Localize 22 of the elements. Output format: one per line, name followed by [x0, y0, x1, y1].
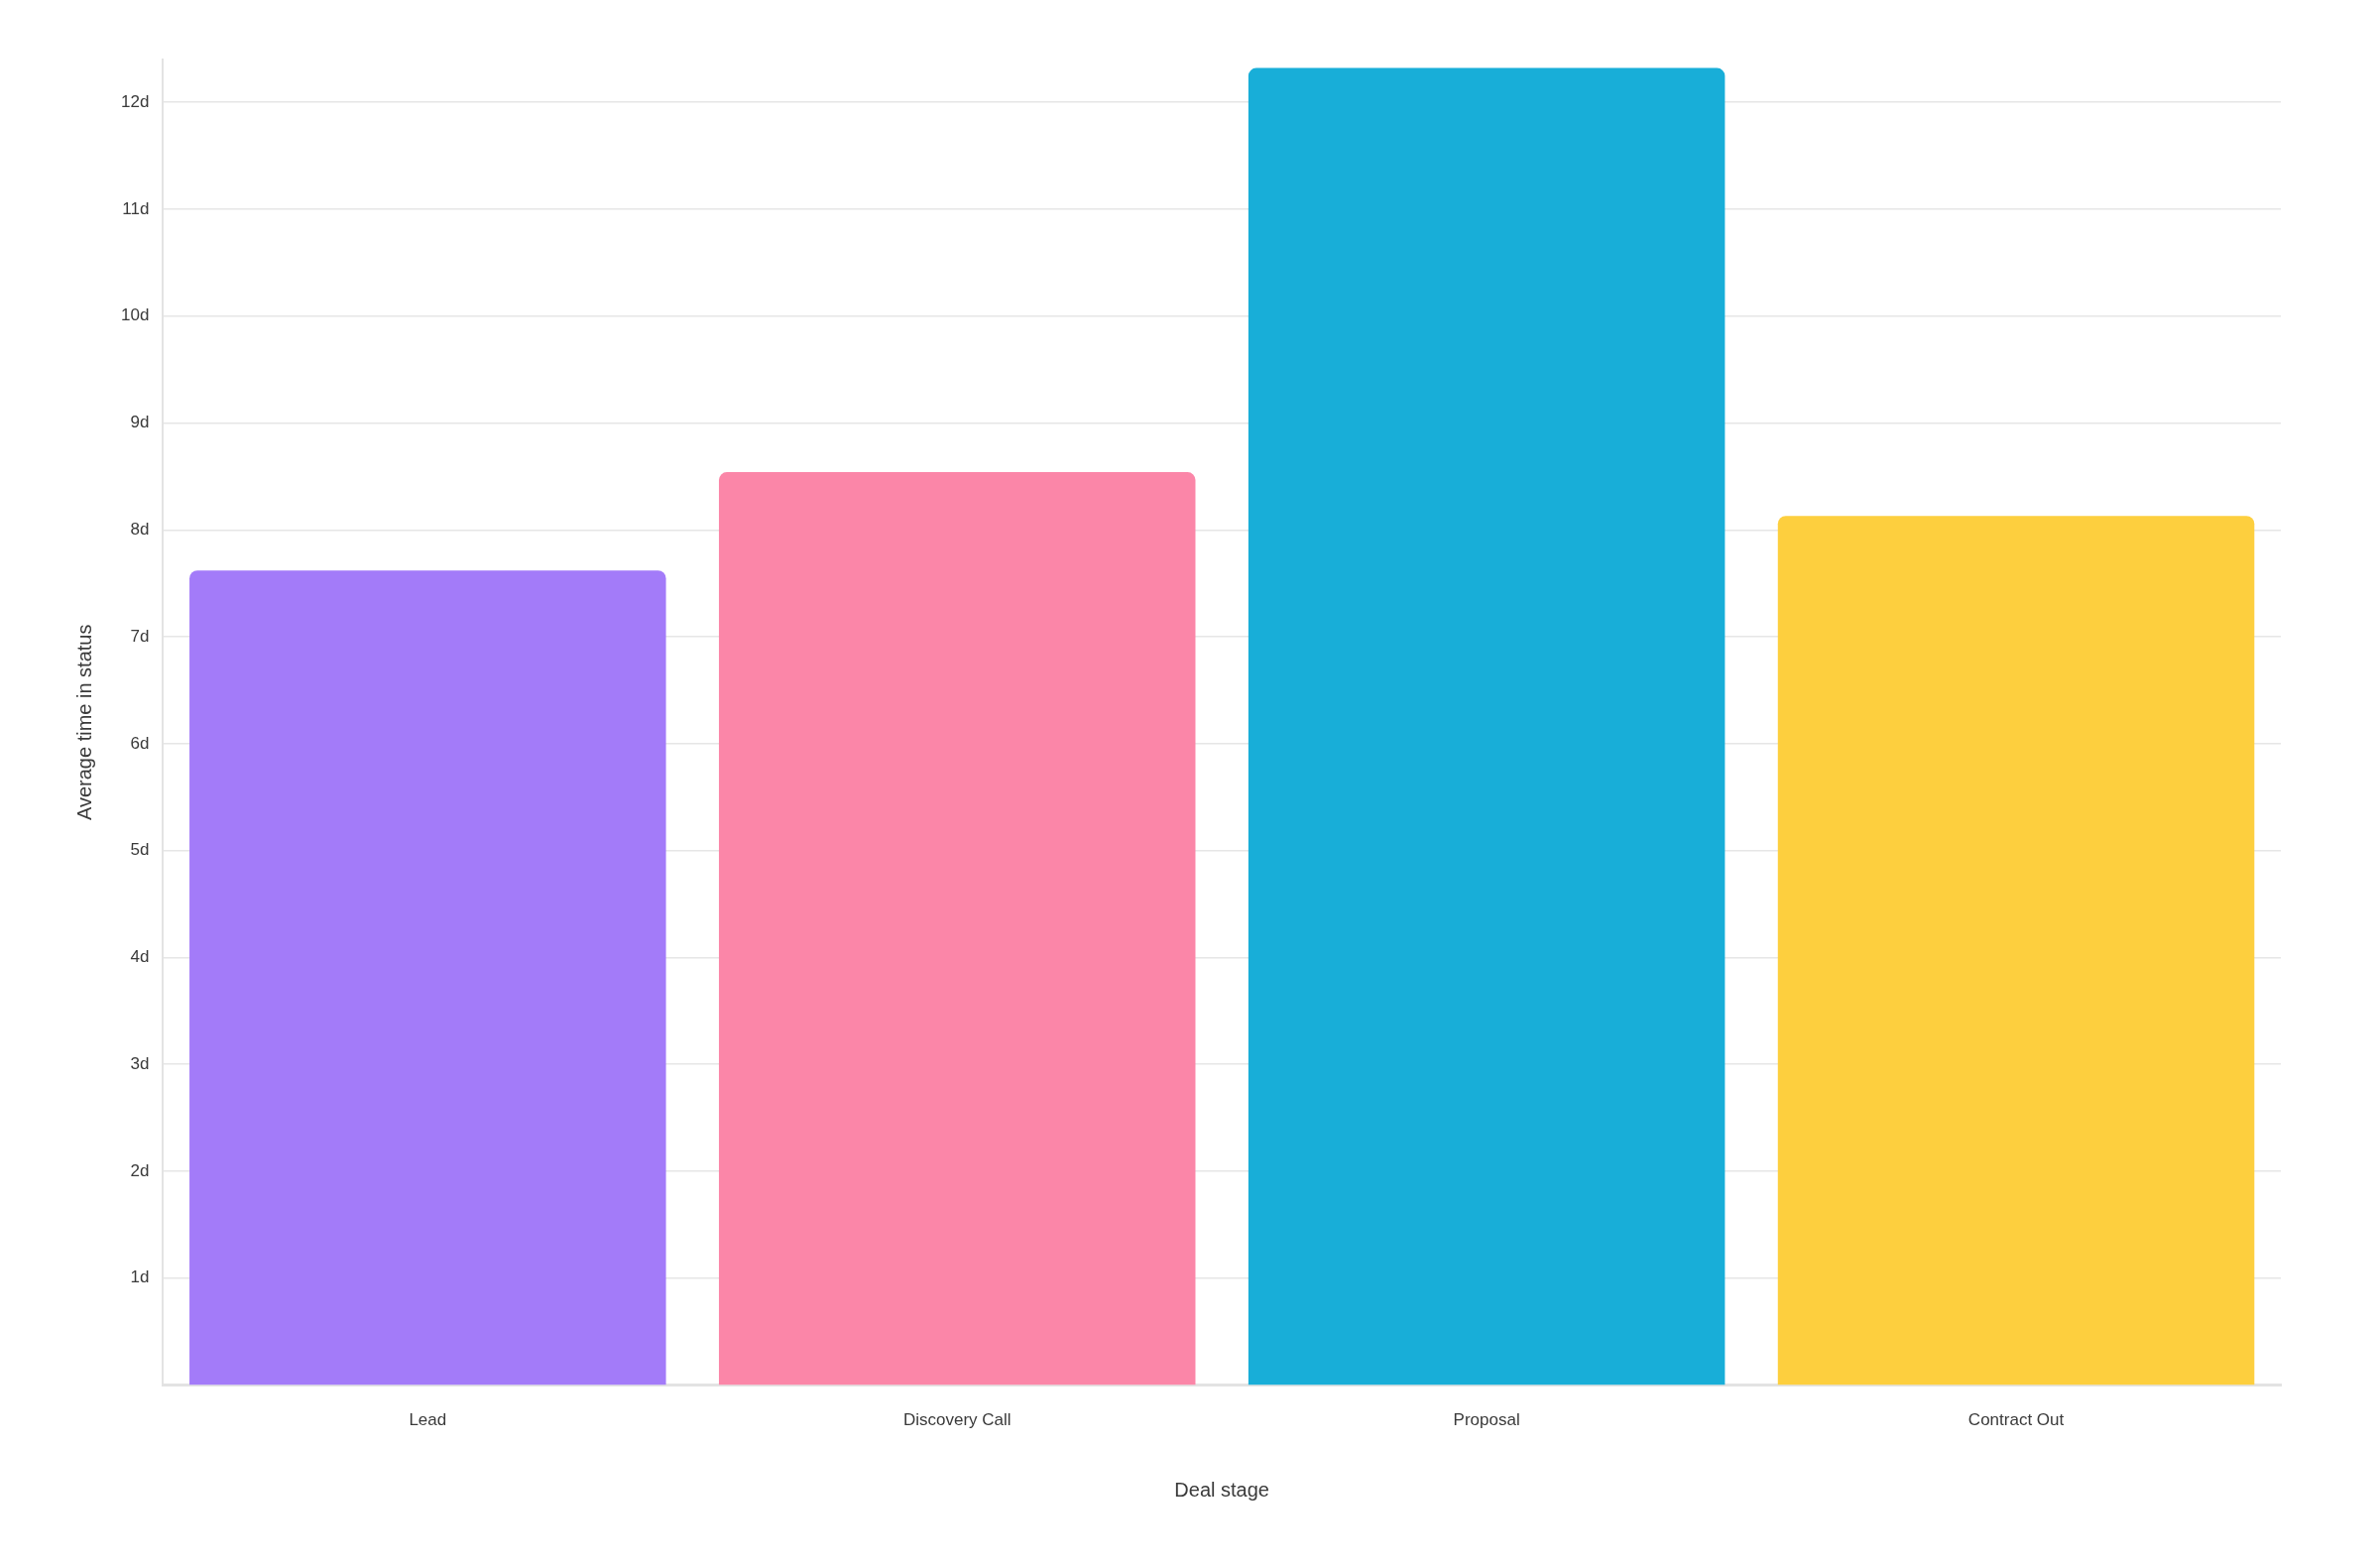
y-tick-label: 9d — [130, 413, 150, 432]
y-tick-label: 12d — [120, 91, 150, 111]
y-tick-label: 10d — [120, 305, 150, 325]
y-tick-label: 11d — [122, 198, 150, 218]
y-tick-label: 5d — [130, 840, 150, 860]
x-tick-label: Discovery Call — [902, 1410, 1012, 1430]
y-tick-label: 1d — [130, 1267, 150, 1287]
y-tick-label: 4d — [130, 947, 150, 967]
y-tick-label: 7d — [130, 626, 150, 646]
bar — [1248, 67, 1726, 1385]
y-tick-label: 2d — [130, 1160, 150, 1180]
x-tick-label: Contract Out — [1967, 1410, 2065, 1430]
x-axis-title: Deal stage — [1174, 1478, 1269, 1501]
bar — [718, 472, 1196, 1385]
x-tick-label: Lead — [409, 1410, 447, 1430]
y-tick-label: 3d — [130, 1053, 150, 1073]
x-tick-label: Proposal — [1453, 1410, 1520, 1430]
y-tick-label: 6d — [130, 733, 150, 753]
bar — [189, 570, 666, 1385]
y-axis-title: Average time in status — [72, 624, 95, 821]
bar — [1777, 516, 2255, 1385]
y-tick-label: 8d — [130, 519, 150, 539]
